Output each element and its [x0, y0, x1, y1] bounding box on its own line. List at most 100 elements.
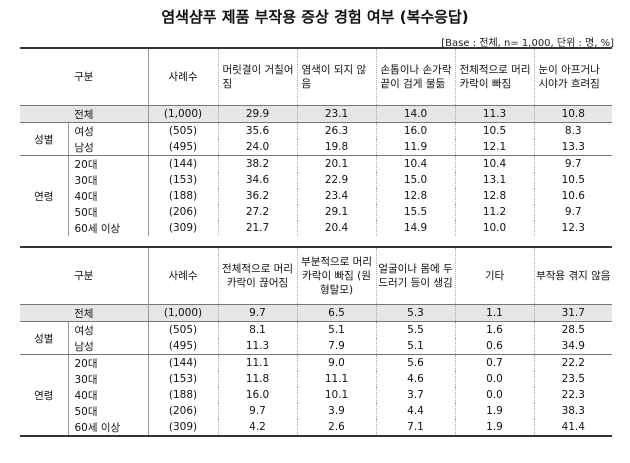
base-note: [Base : 전체, n= 1,000, 단위 : 명, %]: [441, 38, 614, 49]
value-cell: 12.8: [454, 188, 535, 204]
value-cell: 10.0: [454, 220, 535, 236]
value-cell: 3.9: [296, 403, 377, 419]
table-row: 40대 (188) 16.0 10.1 3.7 0.0 22.3: [20, 387, 613, 403]
value-cell: 14.0: [375, 105, 456, 123]
value-cell: 12.8: [375, 188, 456, 204]
value-cell: 16.0: [375, 122, 456, 139]
value-cell: 5.1: [296, 321, 377, 338]
value-cell: 11.2: [454, 204, 535, 220]
table-row: 남성 (495) 11.3 7.9 5.1 0.6 34.9: [20, 338, 613, 355]
value-cell: 9.7: [217, 403, 298, 419]
count-cell: (153): [147, 371, 219, 387]
row-label: 40대: [74, 389, 98, 402]
value-cell: 38.3: [533, 403, 613, 419]
row-label: 50대: [74, 405, 98, 418]
group-header: 구분: [74, 71, 94, 83]
value-cell: 5.3: [375, 304, 456, 322]
value-cell: 23.5: [533, 371, 613, 387]
row-label: 60세 이상: [74, 421, 121, 434]
value-cell: 7.9: [296, 338, 377, 355]
value-cell: 14.9: [375, 220, 456, 236]
value-cell: 10.6: [533, 188, 613, 204]
value-cell: 6.5: [296, 304, 377, 322]
value-cell: 0.0: [454, 387, 535, 403]
value-cell: 22.9: [296, 172, 377, 188]
value-cell: 11.9: [375, 139, 456, 156]
value-cell: 27.2: [217, 204, 298, 220]
count-header: 사례수: [147, 247, 219, 305]
value-cell: 21.7: [217, 220, 298, 236]
table-row: 남성 (495) 24.0 19.8 11.9 12.1 13.3: [20, 139, 613, 156]
table-row: 60세 이상 (309) 21.7 20.4 14.9 10.0 12.3: [20, 220, 613, 236]
table-row: 성별 여성 (505) 8.1 5.1 5.5 1.6 28.5: [20, 321, 613, 355]
column-header: 눈이 아프거나 시야가 흐려짐: [533, 48, 613, 106]
table-row: 40대 (188) 36.2 23.4 12.8 12.8 10.6: [20, 188, 613, 204]
value-cell: 0.0: [454, 371, 535, 387]
count-cell: (206): [147, 204, 219, 220]
table-row: 성별 여성 (505) 35.6 26.3 16.0 10.5 8.3: [20, 122, 613, 156]
value-cell: 9.0: [296, 354, 377, 371]
value-cell: 41.4: [533, 419, 613, 436]
row-label: 50대: [74, 206, 98, 219]
row-label: 남성: [74, 340, 94, 353]
count-header: 사례수: [147, 48, 219, 106]
value-cell: 0.7: [454, 354, 535, 371]
count-cell: (206): [147, 403, 219, 419]
count-cell: (1,000): [147, 304, 219, 322]
count-cell: (505): [147, 122, 219, 139]
column-header: 기타: [454, 247, 535, 305]
value-cell: 13.3: [533, 139, 613, 156]
header-row: 구분 사례수 머릿결이 거칠어짐 염색이 되지 않음 손톱이나 손가락 끝이 검게 물듦…: [20, 48, 613, 106]
value-cell: 29.1: [296, 204, 377, 220]
count-cell: (309): [147, 220, 219, 236]
value-cell: 31.7: [533, 304, 613, 322]
count-cell: (188): [147, 387, 219, 403]
value-cell: 10.5: [533, 172, 613, 188]
value-cell: 34.6: [217, 172, 298, 188]
column-header: 염색이 되지 않음: [296, 48, 377, 106]
value-cell: 11.1: [296, 371, 377, 387]
value-cell: 10.4: [454, 155, 535, 172]
total-row: 전체 (1,000) 29.9 23.1 14.0 11.3 10.8: [20, 105, 613, 123]
count-cell: (495): [147, 139, 219, 156]
count-cell: (495): [147, 338, 219, 355]
group-label: 연령: [20, 354, 69, 436]
value-cell: 12.3: [533, 220, 613, 236]
row-label: 60세 이상: [74, 222, 121, 235]
value-cell: 5.6: [375, 354, 456, 371]
value-cell: 16.0: [217, 387, 298, 403]
value-cell: 20.4: [296, 220, 377, 236]
value-cell: 5.5: [375, 321, 456, 338]
count-cell: (188): [147, 188, 219, 204]
count-cell: (144): [147, 155, 219, 172]
side-effects-table-2: 구분 사례수 전체적으로 머리카락이 끊어짐 부분적으로 머리카락이 빠짐 (원형탈모…: [20, 246, 613, 437]
table-body: 구분 사례수 전체적으로 머리카락이 끊어짐 부분적으로 머리카락이 빠짐 (원형탈모…: [20, 247, 613, 436]
value-cell: 8.3: [533, 122, 613, 139]
count-cell: (1,000): [147, 105, 219, 123]
value-cell: 19.8: [296, 139, 377, 156]
column-header: 머릿결이 거칠어짐: [217, 48, 298, 106]
column-header: 부작용 겪지 않음: [533, 247, 613, 305]
value-cell: 11.1: [217, 354, 298, 371]
value-cell: 29.9: [217, 105, 298, 123]
value-cell: 9.7: [533, 204, 613, 220]
header-row: 구분 사례수 전체적으로 머리카락이 끊어짐 부분적으로 머리카락이 빠짐 (원형탈모…: [20, 247, 613, 305]
value-cell: 1.1: [454, 304, 535, 322]
value-cell: 23.4: [296, 188, 377, 204]
value-cell: 8.1: [217, 321, 298, 338]
value-cell: 11.3: [217, 338, 298, 355]
group-label: 성별: [20, 122, 69, 156]
row-label: 30대: [74, 373, 98, 386]
row-label: 20대: [68, 155, 149, 172]
row-label: 여성: [74, 324, 94, 337]
total-label: 전체: [20, 105, 149, 123]
value-cell: 2.6: [296, 419, 377, 436]
value-cell: 23.1: [296, 105, 377, 123]
table-body: 구분 사례수 머릿결이 거칠어짐 염색이 되지 않음 손톱이나 손가락 끝이 검게 물듦…: [20, 48, 613, 236]
column-header: 부분적으로 머리카락이 빠짐 (원형탈모): [296, 247, 377, 305]
value-cell: 26.3: [296, 122, 377, 139]
value-cell: 10.1: [296, 387, 377, 403]
total-label: 전체: [20, 304, 149, 322]
group-label: 연령: [20, 155, 69, 236]
value-cell: 9.7: [217, 304, 298, 322]
